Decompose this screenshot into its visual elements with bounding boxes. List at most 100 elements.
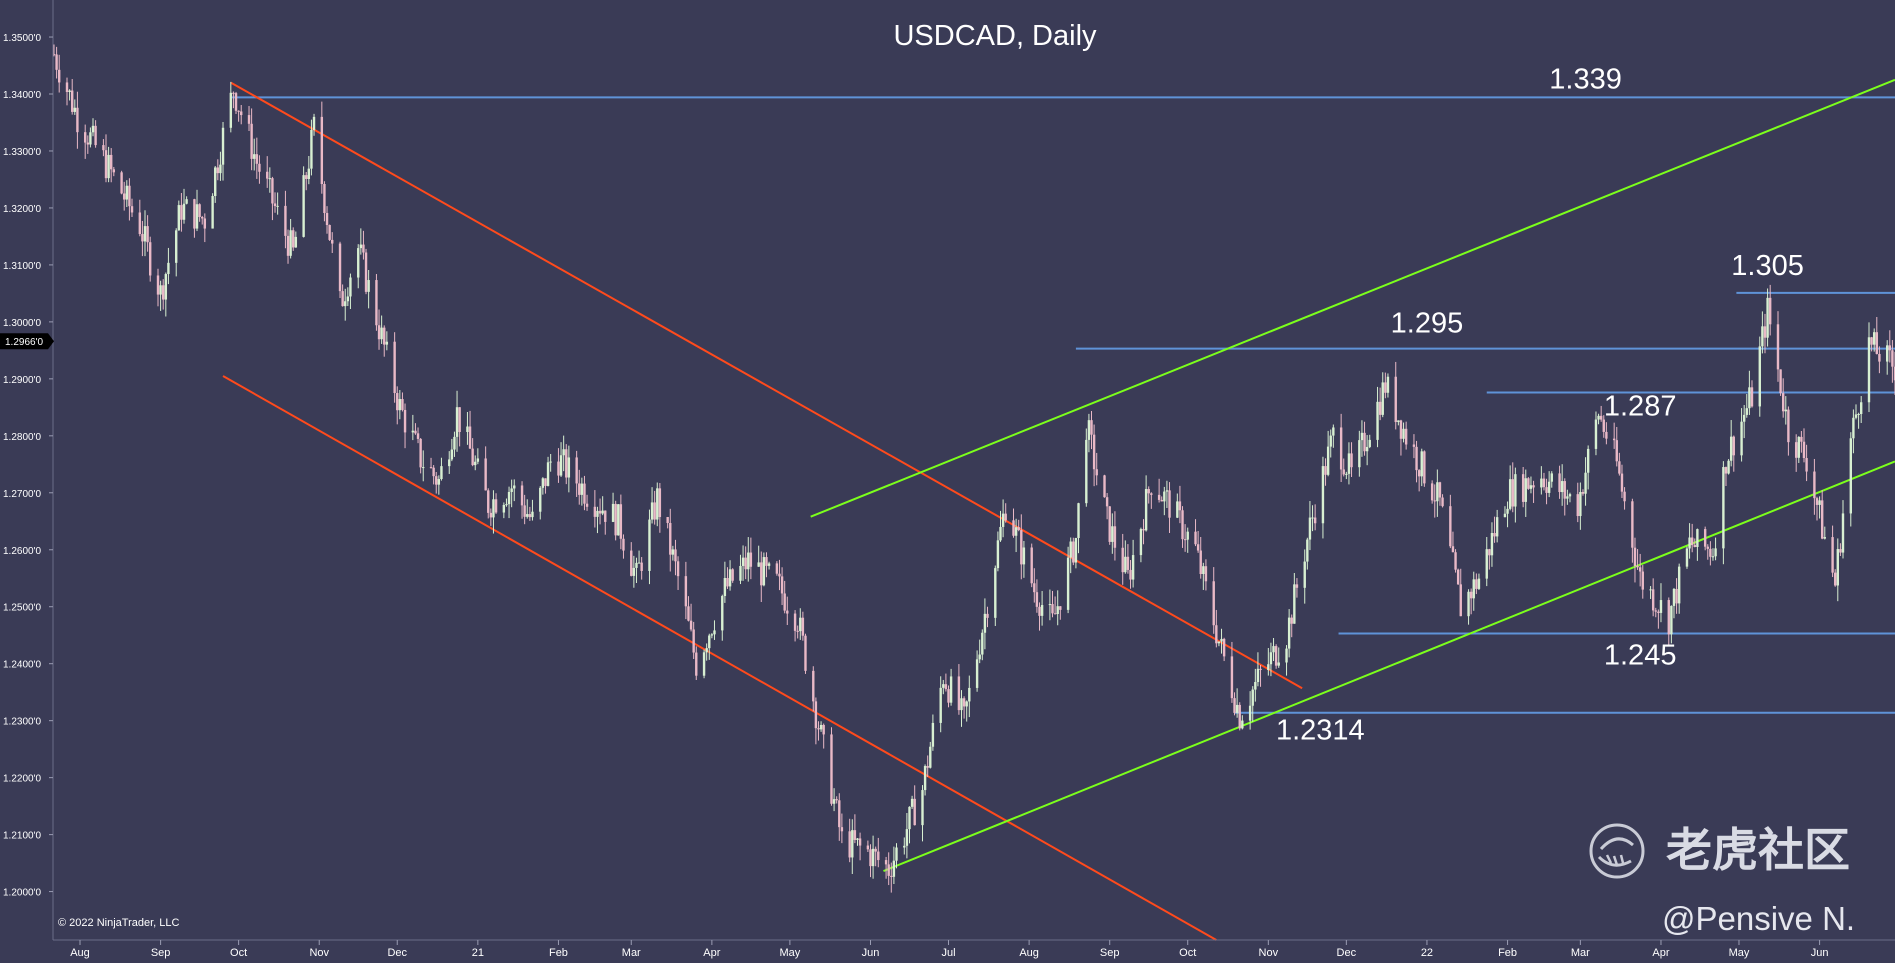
candle-body (1787, 409, 1790, 443)
candle-body (1685, 548, 1689, 567)
candle-body (468, 426, 472, 449)
x-tick-label: Apr (703, 947, 720, 959)
candle-body (1872, 332, 1876, 345)
candle-body (1105, 497, 1109, 507)
x-tick-label: Mar (622, 947, 641, 959)
candle-body (1014, 527, 1018, 536)
candle-body (120, 172, 123, 194)
candle-body (1113, 526, 1117, 548)
candle-body (1667, 600, 1670, 635)
candle-body (567, 457, 571, 478)
candle-body (1326, 446, 1330, 475)
candle-body (435, 476, 438, 485)
candle-body (957, 676, 961, 711)
up-channel-lower (883, 460, 1895, 872)
candle-body (656, 488, 659, 520)
candle-body (653, 502, 656, 520)
candle-body (549, 461, 552, 463)
candle-body (835, 799, 838, 801)
candle-body (112, 169, 116, 173)
candle-body (1472, 579, 1475, 599)
candle-body (630, 550, 633, 576)
candle-body (705, 648, 708, 653)
candle-body (578, 483, 581, 495)
candle-body (1365, 446, 1369, 452)
candle-body (1129, 569, 1132, 580)
candle-body (216, 167, 220, 174)
candle-body (1277, 662, 1280, 666)
candle-body (601, 510, 604, 514)
candle-body (1394, 376, 1397, 423)
candle-body (455, 407, 459, 437)
candle-body (305, 175, 308, 179)
candle-body (432, 467, 435, 477)
candle-body (650, 502, 654, 520)
candle-body (531, 511, 534, 518)
candle-body (450, 449, 454, 460)
candle-body (1594, 419, 1598, 449)
y-tick-label: 1.3400'0 (3, 90, 41, 101)
candle-body (1475, 579, 1478, 589)
candle-body (180, 205, 183, 220)
candle-body (380, 327, 383, 340)
candle-body (1215, 625, 1218, 644)
candle-body (357, 248, 360, 278)
candle-body (1181, 510, 1184, 540)
candle-body (585, 503, 589, 507)
candle-body (284, 205, 287, 236)
candle-body (695, 652, 698, 676)
candle-body (869, 849, 872, 867)
candle-body (1870, 337, 1873, 345)
down-channel-lower (222, 375, 1217, 941)
candle-body (1321, 466, 1325, 524)
candle-body (195, 204, 199, 229)
candle-body (929, 746, 932, 768)
candle-body (708, 635, 711, 649)
candle-body (437, 479, 441, 485)
candle-body (765, 557, 768, 566)
candle-body (149, 242, 152, 276)
candle-body (983, 613, 987, 633)
candle-body (757, 562, 760, 567)
candle-body (1069, 541, 1072, 558)
candle-body (1358, 440, 1361, 468)
x-tick-label: Feb (1498, 947, 1517, 959)
candle-body (975, 659, 979, 688)
candle-body (1430, 483, 1434, 501)
candle-body (1467, 591, 1470, 617)
candle-body (1241, 720, 1244, 729)
x-tick-label: Jun (1811, 947, 1829, 959)
candle-body (484, 458, 487, 491)
candle-body (419, 438, 422, 468)
candle-body (622, 538, 625, 551)
candle-body (1077, 503, 1080, 539)
candle-body (68, 90, 71, 92)
candle-body (1748, 387, 1751, 409)
candle-body (221, 127, 225, 165)
candle-body (1768, 297, 1772, 325)
candle-body (1568, 494, 1572, 497)
candle-body (1384, 382, 1387, 393)
candle-body (1722, 467, 1725, 549)
candle-body (1781, 393, 1785, 412)
level-label-1.287: 1.287 (1604, 391, 1677, 423)
candle-body (1433, 500, 1436, 502)
candle-body (1745, 408, 1748, 415)
candle-body (658, 488, 662, 518)
candle-body (775, 563, 779, 574)
candle-body (1649, 589, 1652, 591)
candle-body (1251, 689, 1254, 706)
candle-body (1833, 572, 1837, 586)
candle-body (502, 504, 506, 513)
candle-body (401, 399, 404, 410)
candle-body (1618, 461, 1621, 474)
candle-body (1196, 544, 1200, 551)
candle-body (507, 491, 511, 505)
candle-body (1547, 481, 1551, 493)
x-tick-label: Oct (230, 947, 247, 959)
candle-body (505, 504, 508, 506)
candle-body (1124, 556, 1127, 573)
candle-body (910, 798, 914, 807)
candle-body (1259, 668, 1262, 670)
candle-body (1038, 606, 1041, 616)
